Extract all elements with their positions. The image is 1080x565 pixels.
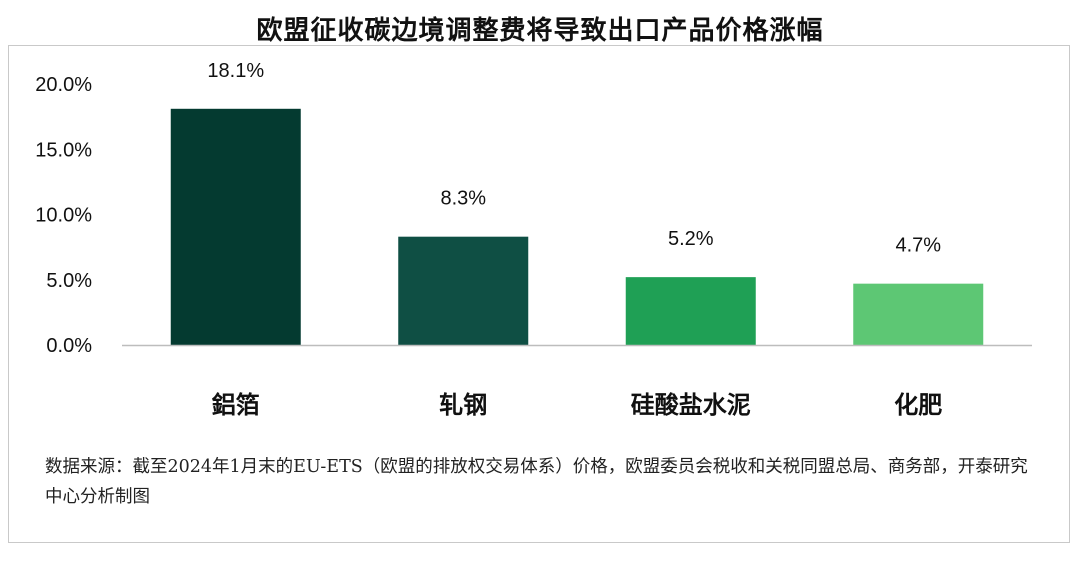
data-label: 4.7% [895,235,941,257]
category-label: 鋁箔 [212,390,260,419]
y-tick-label: 10.0% [35,205,92,227]
category-label: 硅酸盐水泥 [631,390,751,419]
bar [170,108,301,345]
bar [398,236,529,345]
chart-title: 欧盟征收碳边境调整费将导致出口产品价格涨幅 [256,16,824,46]
y-tick-label: 5.0% [46,270,92,292]
data-label: 18.1% [207,60,264,82]
chart-panel [8,45,1070,543]
data-label: 8.3% [440,188,486,210]
y-tick-label: 15.0% [35,139,92,161]
category-label: 化肥 [894,390,942,419]
y-tick-label: 0.0% [46,335,92,357]
category-label: 轧钢 [439,390,487,419]
bar [853,283,984,345]
bar [625,277,756,345]
source-note: 数据来源：截至2024年1月末的EU-ETS（欧盟的排放权交易体系）价格，欧盟委… [45,457,1028,507]
data-label: 5.2% [668,228,714,250]
y-tick-label: 20.0% [35,74,92,96]
